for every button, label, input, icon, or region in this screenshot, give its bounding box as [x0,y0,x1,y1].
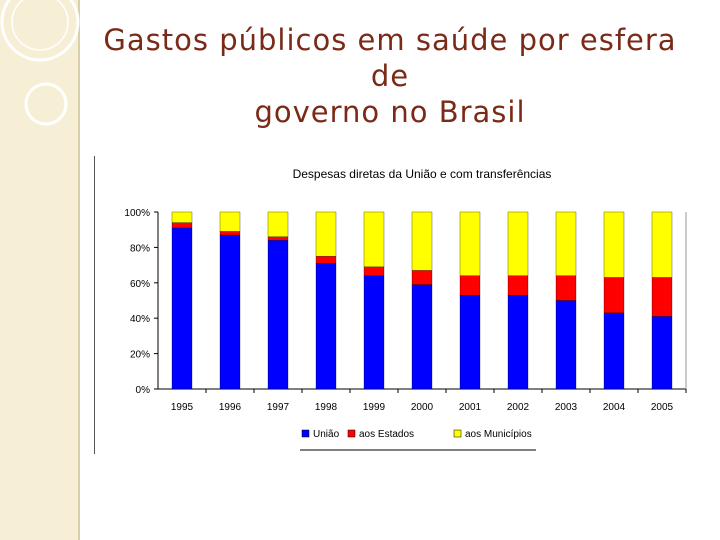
bar-2005-aos-municípios [651,211,673,278]
bar-2003-aos-estados [555,275,577,301]
bar-2004-união [603,312,625,390]
decorative-circles [0,0,80,126]
bar-1997-união [267,240,289,390]
y-tick-label: 60% [130,279,150,290]
bar-2000-aos-municípios [411,211,433,271]
bar-1995-união [171,227,193,390]
bar-2005-aos-estados [651,277,673,317]
bar-2001-aos-municípios [459,211,481,276]
legend-swatch [301,429,310,438]
legend-label: aos Municípios [465,429,532,440]
bar-1999-união [363,275,385,390]
stacked-bar-chart: Despesas diretas da União e com transfer… [124,167,687,451]
x-tick-label: 2001 [459,402,482,413]
legend-label: União [313,429,340,440]
bar-2003-união [555,300,577,390]
bar-2002-aos-municípios [507,211,529,276]
bar-2000-aos-estados [411,270,433,285]
x-tick-label: 1995 [171,402,194,413]
left-band-edge [78,0,80,540]
y-tick-label: 20% [130,350,150,361]
bar-1999-aos-estados [363,266,385,276]
legend-swatch [347,429,356,438]
slide-title: Gastos públicos em saúde por esfera de g… [90,22,690,130]
x-tick-label: 2003 [555,402,578,413]
y-tick-label: 80% [130,243,150,254]
bar-2001-aos-estados [459,275,481,296]
bar-1996-aos-municípios [219,211,241,232]
chart-title: Despesas diretas da União e com transfer… [293,167,552,181]
bar-1999-aos-municípios [363,211,385,268]
y-tick-label: 0% [136,385,151,396]
bar-1996-aos-estados [219,231,241,236]
slide-title-line1: Gastos públicos em saúde por esfera de [103,23,677,93]
left-decorative-band [0,0,78,540]
x-tick-label: 1996 [219,402,242,413]
bar-2002-união [507,295,529,390]
x-tick-label: 1999 [363,402,386,413]
legend-label: aos Estados [359,429,414,440]
x-tick-label: 2000 [411,402,434,413]
bar-1998-aos-municípios [315,211,337,257]
x-tick-label: 2005 [651,402,674,413]
bar-2000-união [411,284,433,390]
y-tick-label: 100% [124,208,150,219]
x-tick-label: 2002 [507,402,530,413]
bar-2003-aos-municípios [555,211,577,276]
bar-2002-aos-estados [507,275,529,296]
x-tick-label: 1997 [267,402,290,413]
legend-swatch [453,429,462,438]
bar-2005-união [651,316,673,390]
bar-1997-aos-estados [267,236,289,241]
bar-1997-aos-municípios [267,211,289,237]
bar-2001-união [459,295,481,390]
bar-1995-aos-municípios [171,211,193,223]
bar-1995-aos-estados [171,222,193,229]
y-tick-label: 40% [130,314,150,325]
bar-2004-aos-municípios [603,211,625,278]
bar-2004-aos-estados [603,277,625,314]
slide-title-line2: governo no Brasil [254,95,526,129]
x-tick-label: 1998 [315,402,338,413]
bar-1998-união [315,263,337,390]
x-tick-label: 2004 [603,402,626,413]
chart-frame-line [94,156,95,454]
bar-1996-união [219,234,241,390]
bar-1998-aos-estados [315,256,337,264]
